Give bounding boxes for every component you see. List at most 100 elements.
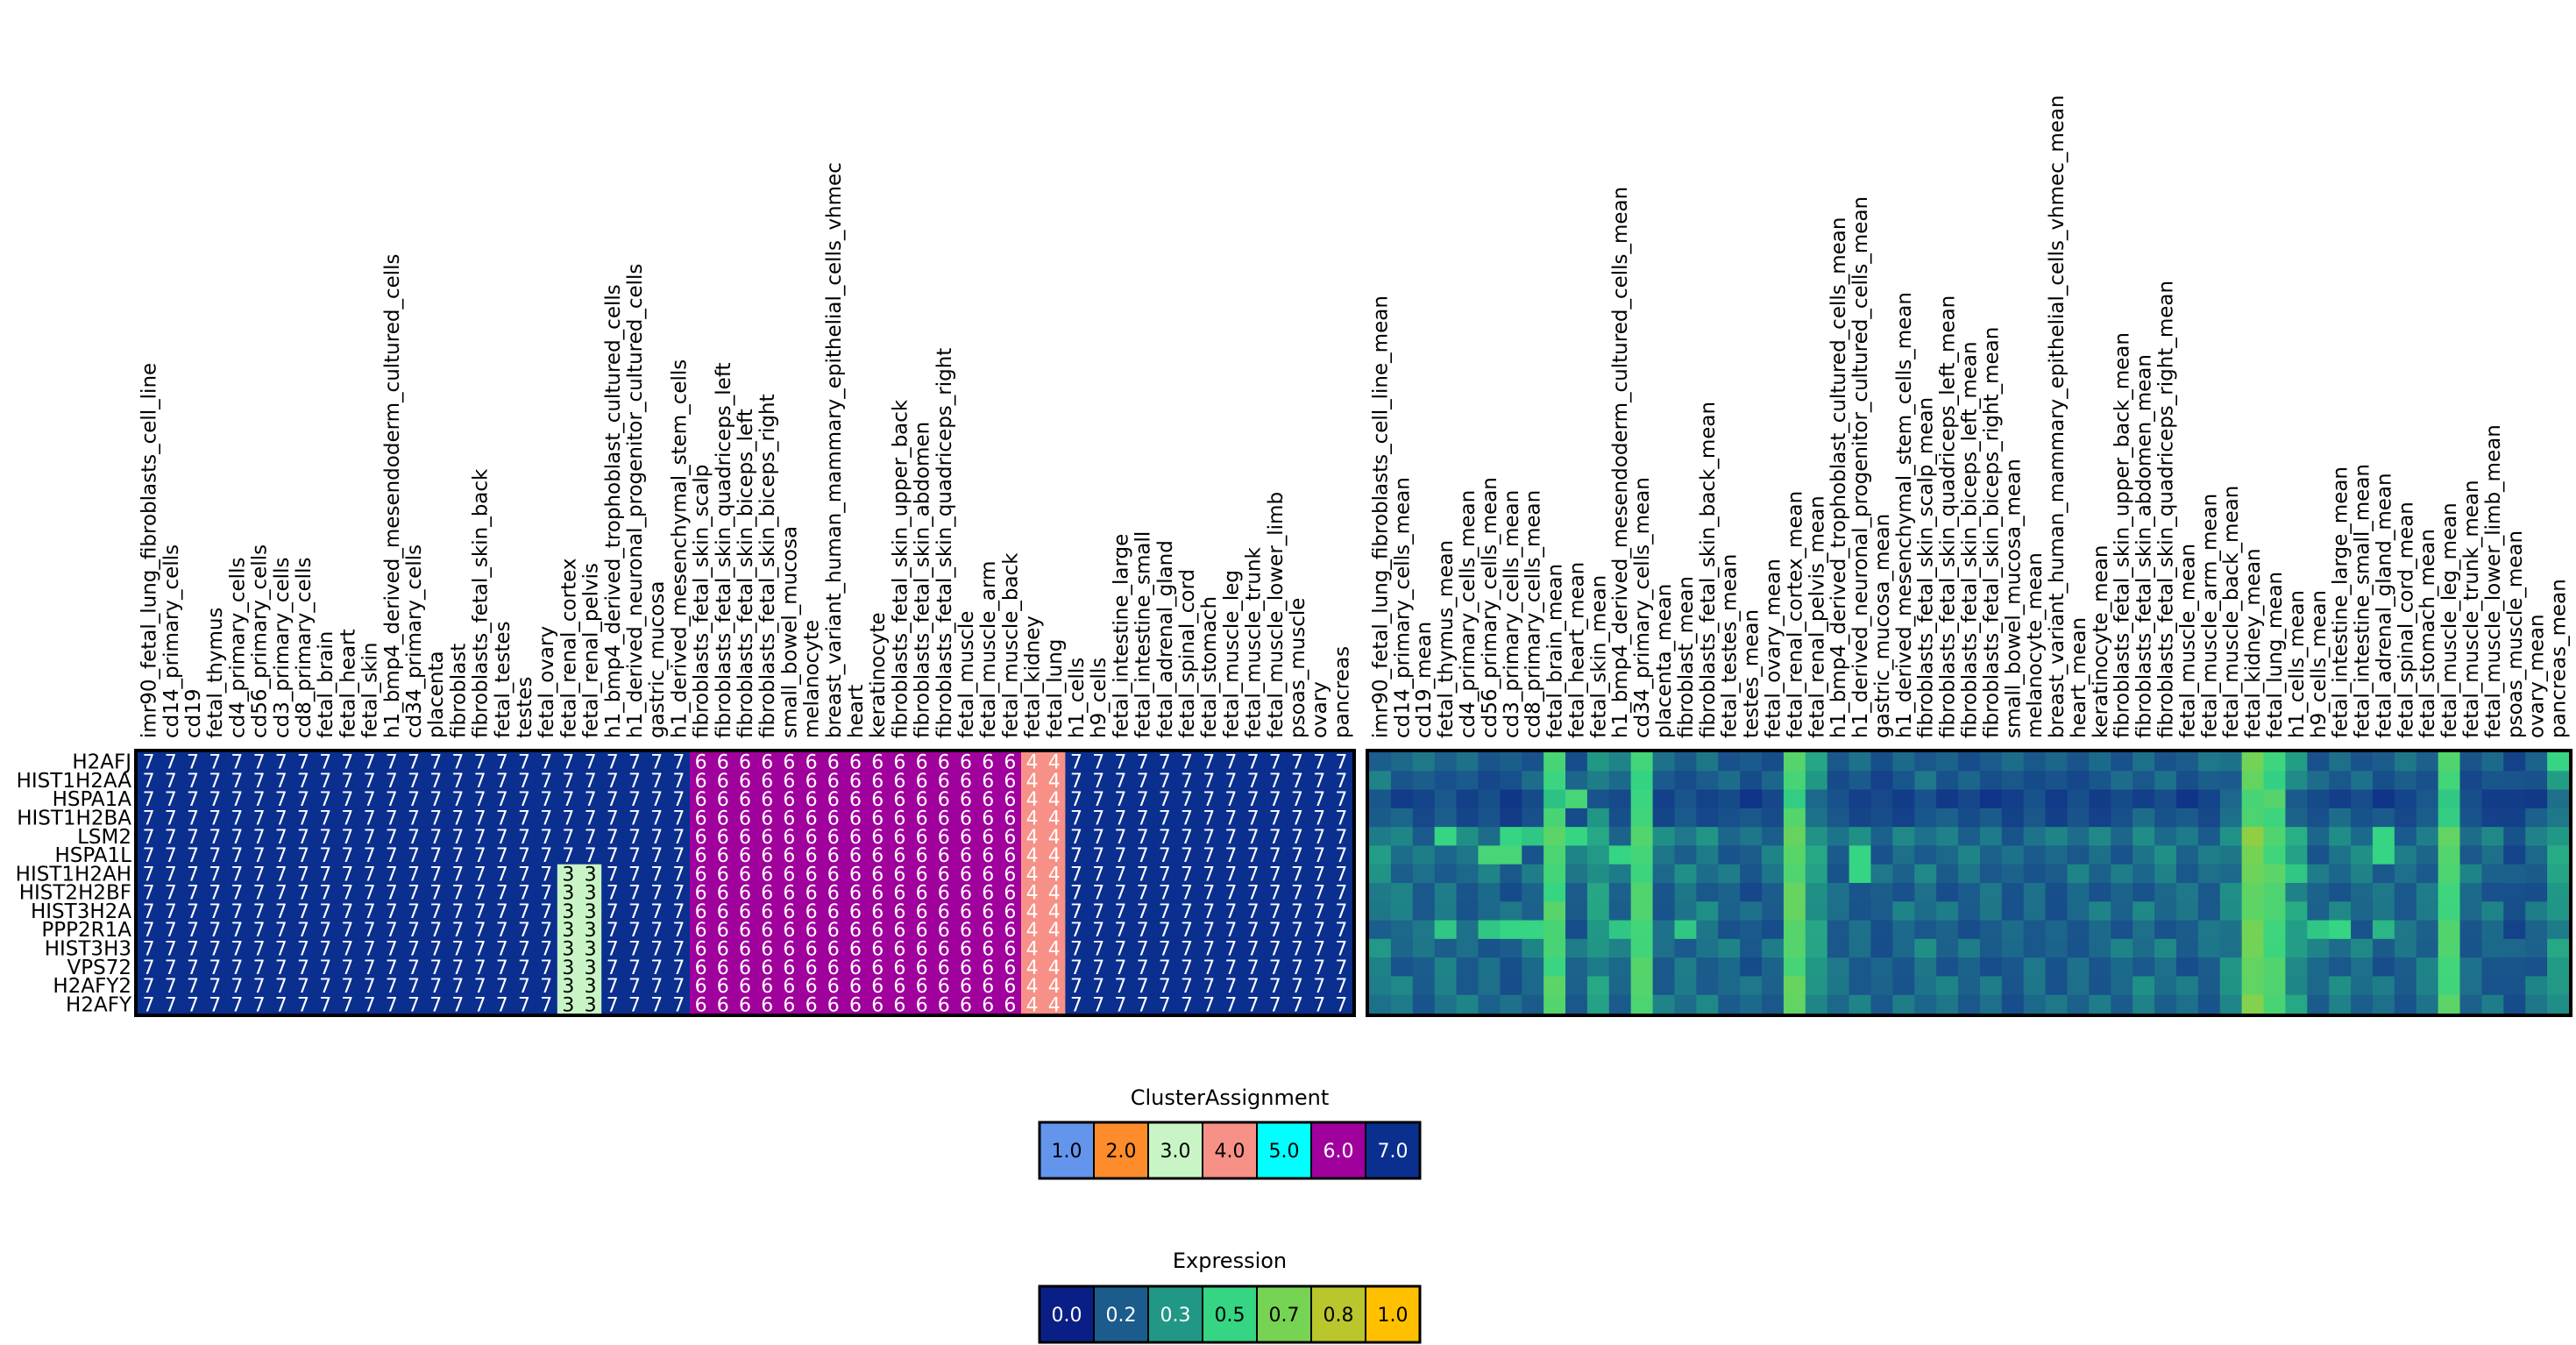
expression-cell <box>2459 938 2483 958</box>
cluster-cell-label: 7 <box>1269 827 1281 849</box>
expression-cell <box>2547 883 2570 902</box>
expression-cell <box>2219 808 2243 828</box>
expression-cell <box>2416 920 2439 940</box>
expression-cell <box>1827 883 1850 902</box>
cluster-column-label: fetal_kidney <box>1022 616 1045 738</box>
cluster-cell <box>1132 752 1154 772</box>
cluster-cell-label: 7 <box>1114 901 1126 923</box>
expression-cell <box>2023 827 2047 847</box>
cluster-cell <box>1219 845 1243 865</box>
expression-cell <box>1586 864 1610 884</box>
cluster-cell <box>1197 752 1221 772</box>
cluster-cell <box>954 864 978 884</box>
expression-cell <box>2067 789 2090 809</box>
cluster-cell-label: 7 <box>1070 827 1082 849</box>
cluster-cell <box>911 976 933 996</box>
cluster-cell-label: 7 <box>1181 752 1193 774</box>
expression-cell <box>1390 864 1414 884</box>
cluster-cell <box>800 827 823 847</box>
cluster-cell-label: 7 <box>496 939 508 961</box>
expression-cell <box>1696 883 1719 902</box>
cluster-cell <box>756 808 779 828</box>
cluster-cell <box>998 920 1022 940</box>
expression-column-label: cd34_primary_cells_mean <box>1631 477 1654 738</box>
cluster-cell <box>822 827 845 847</box>
expression-cell <box>1565 845 1588 865</box>
cluster-cell-label: 7 <box>540 976 552 998</box>
cluster-cell <box>336 883 359 902</box>
cluster-cell <box>336 957 359 978</box>
cluster-cell-label: 7 <box>209 939 221 961</box>
cluster-cell <box>270 883 293 902</box>
cluster-cell <box>203 938 227 958</box>
cluster-cell <box>645 883 669 902</box>
cluster-cell-label: 7 <box>341 827 353 849</box>
cluster-cell-label: 6 <box>805 752 818 774</box>
cluster-cell-label: 7 <box>1269 901 1281 923</box>
cluster-cell <box>225 883 249 902</box>
cluster-cell <box>777 827 801 847</box>
expression-cell <box>1630 920 1654 940</box>
cluster-cell-label: 6 <box>916 976 928 998</box>
cluster-cell-label: 6 <box>739 920 751 942</box>
cluster-legend-swatch <box>1147 1121 1203 1179</box>
expression-cell <box>1762 994 1785 1014</box>
cluster-cell-label: 7 <box>628 808 641 830</box>
cluster-cell-label: 6 <box>783 752 795 774</box>
cluster-cell <box>424 901 448 922</box>
cluster-cell-label: 6 <box>916 994 928 1016</box>
cluster-cell <box>1132 920 1154 940</box>
expression-cell <box>2459 957 2483 978</box>
cluster-cell <box>866 901 890 922</box>
expression-cell <box>1979 994 2003 1014</box>
cluster-cell-label: 7 <box>341 976 353 998</box>
cluster-cell-label: 7 <box>1137 976 1149 998</box>
cluster-cell <box>424 789 448 809</box>
cluster-cell-label: 6 <box>827 752 840 774</box>
cluster-cell <box>248 957 271 978</box>
cluster-cell <box>1330 976 1353 996</box>
expression-cell <box>2154 901 2177 922</box>
cluster-cell-label: 7 <box>187 864 199 886</box>
cluster-cell-label: 7 <box>1070 771 1082 793</box>
expression-cell <box>1718 827 1741 847</box>
cluster-cell <box>1065 789 1089 809</box>
cluster-cell <box>690 827 713 847</box>
expression-cell <box>2001 808 2025 828</box>
expression-cell <box>1849 771 1872 791</box>
cluster-column-label: placenta <box>425 651 448 738</box>
cluster-cell-label: 6 <box>893 994 905 1016</box>
expression-cell <box>2351 938 2374 958</box>
expression-cell <box>1586 845 1610 865</box>
cluster-cell-label: 6 <box>827 957 840 979</box>
cluster-cell <box>667 864 691 884</box>
cluster-cell <box>777 976 801 996</box>
expression-cell <box>1740 938 1763 958</box>
cluster-cell-label: 7 <box>672 752 685 774</box>
cluster-cell-label: 7 <box>319 957 331 979</box>
cluster-cell-label: 7 <box>540 939 552 961</box>
cluster-cell <box>491 976 514 996</box>
expression-cell <box>1478 752 1501 772</box>
expression-cell <box>1456 845 1480 865</box>
cluster-cell <box>667 752 691 772</box>
cluster-cell <box>933 771 955 791</box>
expression-cell <box>1936 808 1959 828</box>
expression-cell <box>2285 827 2308 847</box>
expression-cell <box>1936 883 1959 902</box>
cluster-cell-label: 6 <box>1004 920 1016 942</box>
expression-cell <box>2285 845 2308 865</box>
cluster-cell <box>998 883 1022 902</box>
expression-cell <box>2132 883 2155 902</box>
cluster-cell <box>181 957 205 978</box>
cluster-cell-label: 7 <box>1291 771 1303 793</box>
expression-cell <box>2067 883 2090 902</box>
expression-cell <box>1979 845 2003 865</box>
cluster-cell <box>1330 808 1353 828</box>
cluster-cell-label: 7 <box>474 901 486 923</box>
expression-cell <box>2351 976 2374 996</box>
cluster-cell-label: 6 <box>717 994 729 1016</box>
cluster-cell-label: 7 <box>341 883 353 905</box>
cluster-cell <box>181 789 205 809</box>
cluster-cell <box>203 827 227 847</box>
